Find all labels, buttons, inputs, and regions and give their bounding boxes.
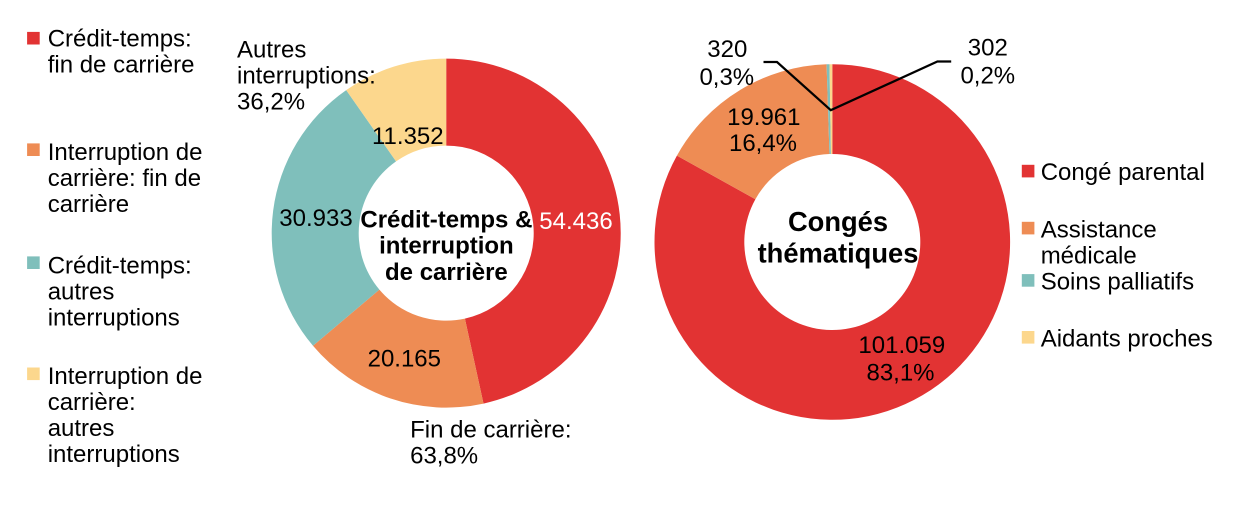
svg-text:Crédit-temps &: Crédit-temps &	[360, 206, 532, 233]
svg-text:interruptions:: interruptions:	[237, 63, 376, 90]
svg-text:0,2%: 0,2%	[960, 63, 1015, 90]
svg-text:carrière: fin de: carrière: fin de	[48, 165, 201, 192]
svg-text:Crédit-temps:: Crédit-temps:	[48, 253, 192, 280]
svg-text:de carrière: de carrière	[385, 259, 508, 286]
svg-text:Interruption de: Interruption de	[48, 139, 203, 166]
svg-text:320: 320	[707, 36, 747, 63]
svg-text:autres: autres	[48, 415, 115, 442]
svg-text:interruption: interruption	[379, 233, 514, 260]
svg-text:302: 302	[968, 35, 1008, 62]
svg-text:Assistance: Assistance	[1041, 217, 1157, 244]
svg-text:Aidants proches: Aidants proches	[1041, 325, 1213, 352]
svg-text:63,8%: 63,8%	[410, 443, 478, 470]
svg-text:carrière:: carrière:	[48, 389, 136, 416]
svg-text:Congé parental: Congé parental	[1041, 159, 1205, 186]
svg-text:16,4%: 16,4%	[729, 130, 797, 157]
svg-text:Congés: Congés	[788, 206, 888, 237]
svg-text:Soins palliatifs: Soins palliatifs	[1041, 268, 1194, 295]
svg-text:interruptions: interruptions	[48, 305, 180, 332]
svg-text:0,3%: 0,3%	[699, 64, 754, 91]
svg-text:interruptions: interruptions	[48, 441, 180, 468]
svg-text:médicale: médicale	[1041, 243, 1137, 270]
svg-text:Fin de carrière:: Fin de carrière:	[410, 417, 571, 444]
svg-text:Autres: Autres	[237, 37, 306, 64]
svg-text:19.961: 19.961	[727, 104, 800, 131]
svg-text:carrière: carrière	[48, 191, 129, 218]
svg-text:thématiques: thématiques	[758, 237, 919, 268]
svg-text:30.933: 30.933	[279, 205, 352, 232]
svg-text:83,1%: 83,1%	[866, 359, 934, 386]
svg-text:Interruption de: Interruption de	[48, 363, 203, 390]
svg-text:autres: autres	[48, 279, 115, 306]
svg-text:fin de carrière: fin de carrière	[48, 52, 195, 79]
svg-text:Crédit-temps:: Crédit-temps:	[48, 26, 192, 53]
svg-text:20.165: 20.165	[368, 346, 441, 373]
svg-text:36,2%: 36,2%	[237, 88, 305, 115]
svg-text:11.352: 11.352	[372, 123, 444, 150]
svg-text:101.059: 101.059	[858, 332, 945, 359]
svg-text:54.436: 54.436	[539, 208, 612, 235]
